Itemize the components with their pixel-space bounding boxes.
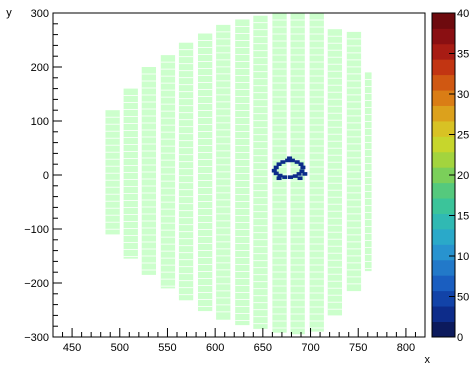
colorbar-segment (432, 275, 455, 292)
module-column (346, 31, 362, 292)
hit-bin (297, 176, 303, 181)
colorbar-tick-label: 50 (457, 292, 469, 304)
x-tick-label: 600 (206, 342, 224, 354)
module-column (364, 72, 372, 272)
module-column (141, 67, 157, 275)
hit-bin (276, 162, 282, 166)
x-tick-label: 450 (63, 342, 81, 354)
colorbar-segment (432, 105, 455, 122)
module-column (272, 13, 287, 333)
colorbar-tick-label: 100 (457, 251, 469, 263)
colorbar-segment (432, 59, 455, 76)
hit-bin (298, 162, 304, 166)
module-column (216, 24, 231, 320)
x-tick-label: 500 (111, 342, 129, 354)
colorbar-segment (432, 90, 455, 106)
colorbar-tick-label: 150 (457, 211, 469, 223)
module-column (327, 29, 343, 316)
colorbar-segment (432, 43, 455, 60)
colorbar-tick-label: 350 (457, 49, 469, 61)
x-axis: 450 500 550 600 650 700 750 800 (62, 328, 426, 354)
colorbar-segment (432, 213, 455, 230)
hit-bin (294, 160, 300, 164)
colorbar-segment (432, 244, 455, 261)
y-tick-label: 200 (31, 62, 49, 74)
x-tick-label: 650 (254, 342, 272, 354)
colorbar-segment (432, 28, 455, 45)
y-axis: −300 −200 −100 0 100 200 300 (24, 8, 62, 344)
colorbar-segment (432, 182, 455, 199)
hit-bin (292, 174, 298, 178)
y-tick-label: 0 (43, 170, 49, 182)
module-column (123, 88, 138, 259)
colorbar-segment (432, 198, 455, 214)
hit-bin (287, 156, 293, 161)
module-column (105, 110, 120, 235)
colorbar-tick-label: 400 (457, 8, 469, 20)
hit-bin (289, 158, 295, 163)
colorbar-segment (432, 74, 455, 91)
y-tick-label: −100 (24, 224, 49, 236)
x-tick-label: 800 (397, 342, 415, 354)
x-tick-label: 700 (301, 342, 319, 354)
colorbar-segment (432, 321, 455, 338)
hit-bin (288, 175, 294, 179)
hit-bin (299, 169, 305, 174)
colorbar-segment (432, 136, 455, 153)
colorbar-segment (432, 259, 455, 276)
y-tick-label: 300 (31, 8, 49, 20)
x-tick-label: 550 (158, 342, 176, 354)
hit-bin (300, 165, 306, 170)
y-tick-label: −200 (24, 278, 49, 290)
x-tick-label: 750 (349, 342, 367, 354)
hit-bin (282, 175, 288, 179)
hit-bin (276, 176, 282, 181)
hit-bins (271, 156, 308, 181)
colorbar-segment (432, 290, 455, 307)
hit-bin (273, 165, 279, 170)
colorbar-segment (432, 306, 455, 322)
hit-bin (277, 173, 283, 178)
hit-bin (296, 172, 302, 176)
module-column (253, 15, 268, 329)
color-scale-bar: 0 50 100 150 200 250 300 350 400 (431, 8, 469, 344)
colorbar-tick-label: 200 (457, 170, 469, 182)
colorbar-tick-label: 0 (457, 332, 463, 344)
y-tick-label: 100 (31, 116, 49, 128)
x-axis-label: x (425, 354, 431, 365)
hit-bin (302, 172, 308, 176)
colorbar-tick-label: 300 (457, 89, 469, 101)
colorbar-segment (432, 121, 455, 137)
module-column (309, 13, 324, 332)
module-bins (105, 13, 372, 335)
colorbar-segment (432, 167, 455, 184)
colorbar-segment (432, 151, 455, 168)
colorbar-segment (432, 13, 455, 29)
colorbar-segment (432, 229, 455, 245)
module-column (197, 33, 213, 312)
hit-bin (285, 158, 291, 163)
y-axis-label: y (6, 7, 12, 19)
colorbar-tick-label: 250 (457, 130, 469, 142)
hit-bin (271, 168, 277, 173)
hit-bin (273, 171, 279, 176)
hit-bin (280, 160, 286, 164)
module-column (235, 19, 250, 326)
module-column (178, 42, 194, 301)
y-tick-label: −300 (24, 332, 49, 344)
